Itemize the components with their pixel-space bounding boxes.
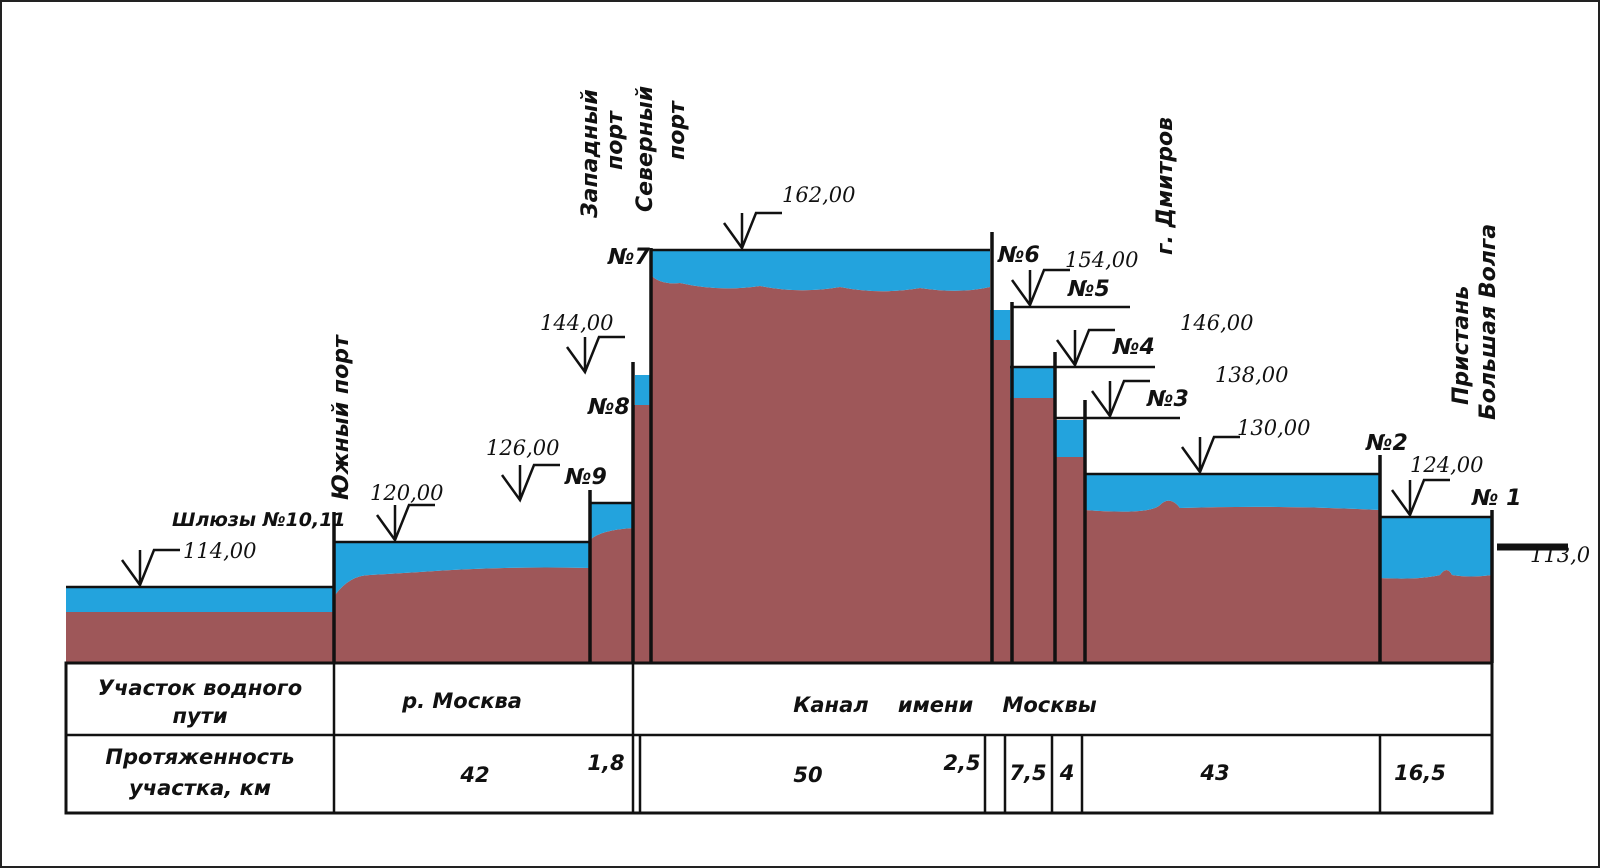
section-name: р. Москва	[401, 689, 522, 713]
lock-label: №3	[1146, 387, 1189, 412]
level-marker-icon	[1180, 435, 1242, 474]
level-marker-icon	[1390, 478, 1452, 517]
lock-label: №7	[607, 245, 650, 270]
level-label: 154,00	[1065, 248, 1138, 272]
level-label: 114,00	[183, 539, 256, 563]
place-zapadny-port-line1: Западный	[578, 89, 603, 219]
row-header-length: участка, км	[129, 776, 271, 800]
row-header-length: Протяженность	[105, 745, 294, 769]
level-marker-icon	[1010, 268, 1072, 307]
section-length: 4	[1059, 761, 1075, 785]
lock-label: Шлюзы №10,11	[172, 509, 346, 531]
lock-label: №8	[587, 395, 630, 420]
level-label: 144,00	[540, 311, 613, 335]
section-name: Канал имени Москвы	[793, 693, 1097, 717]
section-length: 16,5	[1394, 761, 1446, 785]
section-length: 50	[793, 763, 822, 787]
level-label: 113,0	[1530, 543, 1590, 567]
sections-table	[64, 661, 1494, 815]
level-marker-icon	[500, 463, 562, 502]
level-label: 146,00	[1180, 311, 1253, 335]
section-length: 2,5	[943, 751, 980, 775]
level-label: 130,00	[1237, 416, 1310, 440]
level-marker-icon	[1090, 379, 1152, 418]
lock-walls	[66, 232, 1568, 663]
ground-profile	[66, 275, 1492, 663]
level-label: 124,00	[1410, 453, 1483, 477]
level-marker-icon	[120, 548, 182, 587]
level-marker-icon	[375, 503, 437, 542]
level-marker-icon	[565, 335, 627, 374]
lock-label: №5	[1067, 277, 1110, 302]
level-label: 162,00	[782, 183, 855, 207]
water-levels	[66, 250, 1492, 612]
lock-label: № 1	[1471, 486, 1521, 511]
place-yuzhny-port: Южный порт	[329, 334, 354, 500]
level-label: 120,00	[370, 481, 443, 505]
section-length: 1,8	[587, 751, 624, 775]
place-severny-port-line1: Северный	[633, 86, 658, 212]
place-zapadny-port-line2: порт	[603, 110, 628, 170]
row-header-waterway: Участок водного	[98, 676, 302, 700]
section-length: 43	[1199, 761, 1229, 785]
level-marker-icon	[722, 211, 784, 250]
lock-label: №4	[1112, 335, 1155, 360]
level-label: 126,00	[486, 436, 559, 460]
section-length: 42	[459, 763, 489, 787]
row-header-waterway: пути	[172, 704, 227, 728]
level-marker-icon	[1055, 328, 1117, 367]
place-pristan-line2: Большая Волга	[1476, 224, 1501, 420]
lock-label: №2	[1365, 431, 1408, 456]
lock-label: №9	[564, 465, 607, 490]
level-label: 138,00	[1215, 363, 1288, 387]
place-pristan-line1: Пристань	[1449, 286, 1474, 405]
place-severny-port-line2: порт	[665, 100, 690, 160]
section-length: 7,5	[1009, 761, 1046, 785]
place-dmitrov: г. Дмитров	[1153, 117, 1178, 255]
lock-label: №6	[997, 243, 1040, 268]
